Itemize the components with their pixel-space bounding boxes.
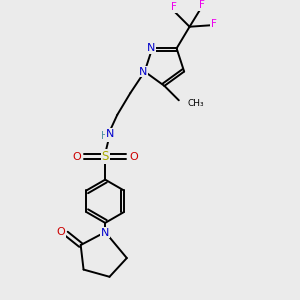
Text: N: N [147, 43, 155, 53]
Text: N: N [139, 67, 147, 76]
Text: F: F [171, 2, 177, 12]
Text: F: F [211, 19, 217, 29]
Text: O: O [130, 152, 138, 162]
Text: F: F [199, 0, 205, 11]
Text: S: S [101, 150, 109, 163]
Text: CH₃: CH₃ [188, 99, 204, 108]
Text: O: O [57, 227, 65, 237]
Text: H: H [101, 131, 109, 141]
Text: O: O [72, 152, 81, 162]
Text: N: N [106, 129, 114, 139]
Text: N: N [101, 228, 110, 238]
